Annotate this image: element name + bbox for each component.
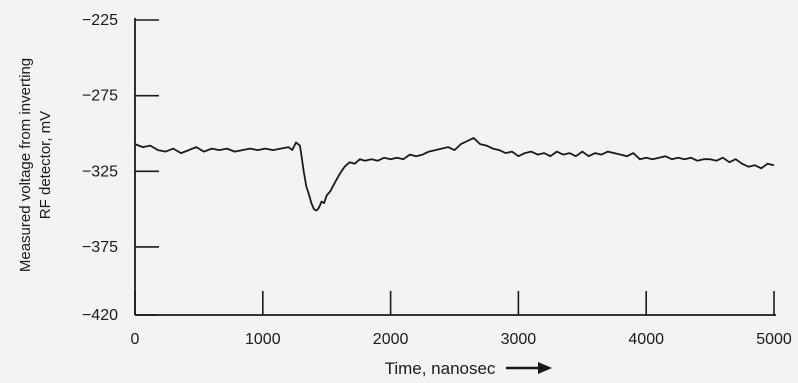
x-tick-label: 1000	[245, 331, 281, 348]
tick-labels: 0 1000 2000 3000 4000 5000 −225 −275 −325 −375 −42…	[82, 12, 792, 348]
y-tick-label: −275	[82, 88, 118, 105]
y-tick-label: −420	[82, 307, 118, 324]
arrow-right-icon	[506, 362, 552, 374]
y-tick-label: −225	[82, 12, 118, 29]
x-tick-label: 5000	[756, 331, 792, 348]
y-tick-label: −375	[82, 239, 118, 256]
x-tick-label: 2000	[373, 331, 409, 348]
y-axis-label-line-2: RF detector, mV	[37, 111, 54, 219]
y-axis-label: Measured voltage from inverting RF detec…	[17, 58, 54, 272]
y-tick-label: −325	[82, 163, 118, 180]
x-axis-label: Time, nanosec	[385, 359, 496, 378]
ticks	[134, 19, 775, 316]
axes	[134, 18, 776, 316]
x-axis-title-group: Time, nanosec	[385, 359, 552, 378]
series-line	[134, 137, 775, 212]
x-tick-label: 0	[131, 331, 140, 348]
x-tick-label: 3000	[501, 331, 537, 348]
y-axis-label-line-1: Measured voltage from inverting	[17, 58, 34, 272]
x-tick-label: 4000	[628, 331, 664, 348]
